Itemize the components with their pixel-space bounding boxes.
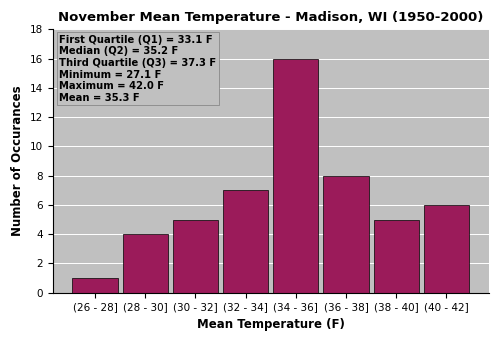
Bar	[223, 190, 268, 293]
Bar	[122, 234, 168, 293]
Bar	[274, 59, 318, 293]
Bar	[374, 220, 419, 293]
Bar	[424, 205, 469, 293]
Y-axis label: Number of Occurances: Number of Occurances	[11, 86, 24, 236]
Bar	[173, 220, 218, 293]
Title: November Mean Temperature - Madison, WI (1950-2000): November Mean Temperature - Madison, WI …	[58, 11, 484, 24]
X-axis label: Mean Temperature (F): Mean Temperature (F)	[197, 318, 344, 331]
Text: First Quartile (Q1) = 33.1 F
Median (Q2) = 35.2 F
Third Quartile (Q3) = 37.3 F
M: First Quartile (Q1) = 33.1 F Median (Q2)…	[59, 35, 216, 103]
Bar	[324, 176, 368, 293]
Bar	[72, 278, 118, 293]
